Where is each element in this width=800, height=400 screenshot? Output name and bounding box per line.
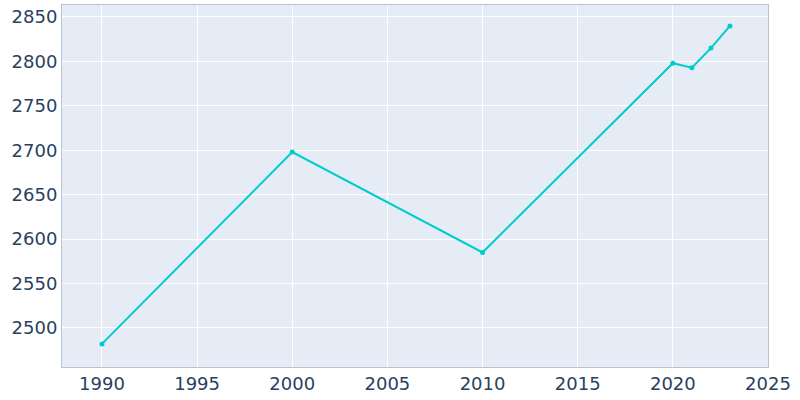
svg-text:2015: 2015 [555, 373, 601, 394]
svg-text:2600: 2600 [12, 228, 58, 249]
svg-text:2025: 2025 [745, 373, 791, 394]
svg-text:2850: 2850 [12, 6, 58, 27]
svg-text:2010: 2010 [460, 373, 506, 394]
svg-text:2000: 2000 [269, 373, 315, 394]
svg-text:1990: 1990 [79, 373, 125, 394]
svg-text:2750: 2750 [12, 95, 58, 116]
svg-text:2020: 2020 [650, 373, 696, 394]
svg-text:2700: 2700 [12, 140, 58, 161]
svg-text:2550: 2550 [12, 273, 58, 294]
svg-text:1995: 1995 [174, 373, 220, 394]
svg-text:2800: 2800 [12, 51, 58, 72]
svg-text:2005: 2005 [365, 373, 411, 394]
svg-text:2500: 2500 [12, 317, 58, 338]
svg-text:2650: 2650 [12, 184, 58, 205]
